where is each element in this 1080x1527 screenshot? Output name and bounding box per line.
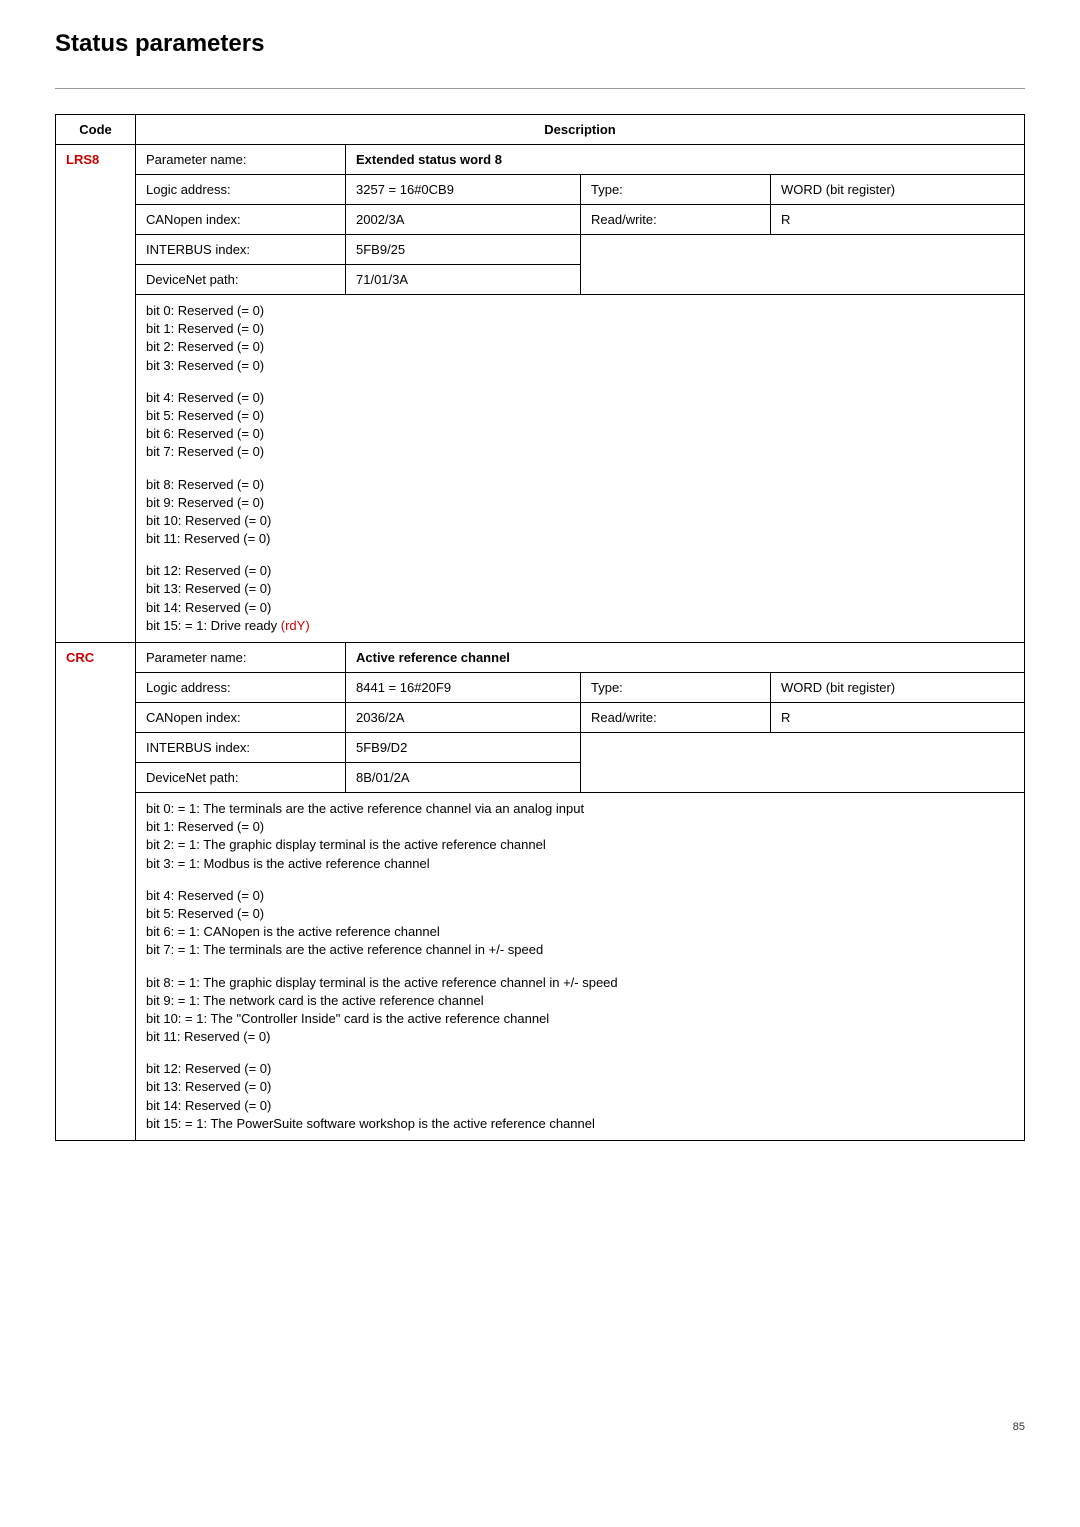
bit-line: bit 0: Reserved (= 0): [146, 302, 1014, 320]
bits-cell: bit 0: = 1: The terminals are the active…: [136, 793, 1025, 1141]
param-name-value: Extended status word 8: [346, 145, 1025, 175]
bit-line: bit 7: Reserved (= 0): [146, 443, 1014, 461]
bit-line: bit 1: Reserved (= 0): [146, 818, 1014, 836]
bit-line: bit 13: Reserved (= 0): [146, 1078, 1014, 1096]
bit-line: bit 14: Reserved (= 0): [146, 1097, 1014, 1115]
header-code: Code: [56, 115, 136, 145]
label-type: Type:: [581, 673, 771, 703]
bit-line: bit 12: Reserved (= 0): [146, 562, 1014, 580]
param-code: CRC: [56, 643, 136, 1141]
label-readwrite: Read/write:: [581, 703, 771, 733]
label-param-name: Parameter name:: [136, 643, 346, 673]
canopen-value: 2002/3A: [346, 205, 581, 235]
bit-line: bit 11: Reserved (= 0): [146, 1028, 1014, 1046]
canopen-value: 2036/2A: [346, 703, 581, 733]
bit-line: bit 6: = 1: CANopen is the active refere…: [146, 923, 1014, 941]
bit-line: bit 9: = 1: The network card is the acti…: [146, 992, 1014, 1010]
bit-line: bit 10: Reserved (= 0): [146, 512, 1014, 530]
bit-line: bit 5: Reserved (= 0): [146, 905, 1014, 923]
readwrite-value: R: [771, 205, 1025, 235]
parameters-table: Code Description LRS8Parameter name:Exte…: [55, 114, 1025, 1141]
label-devicenet: DeviceNet path:: [136, 763, 346, 793]
label-canopen: CANopen index:: [136, 703, 346, 733]
bit-line: bit 12: Reserved (= 0): [146, 1060, 1014, 1078]
bit-line: bit 14: Reserved (= 0): [146, 599, 1014, 617]
interbus-value: 5FB9/25: [346, 235, 581, 265]
bit-line: bit 0: = 1: The terminals are the active…: [146, 800, 1014, 818]
bit-line: bit 6: Reserved (= 0): [146, 425, 1014, 443]
logic-addr-value: 8441 = 16#20F9: [346, 673, 581, 703]
devicenet-value: 71/01/3A: [346, 265, 581, 295]
label-param-name: Parameter name:: [136, 145, 346, 175]
header-description: Description: [136, 115, 1025, 145]
bit-line: bit 7: = 1: The terminals are the active…: [146, 941, 1014, 959]
bit-line: bit 2: Reserved (= 0): [146, 338, 1014, 356]
label-interbus: INTERBUS index:: [136, 733, 346, 763]
bit-line: bit 10: = 1: The "Controller Inside" car…: [146, 1010, 1014, 1028]
bit-line: bit 3: = 1: Modbus is the active referen…: [146, 855, 1014, 873]
label-logic-addr: Logic address:: [136, 673, 346, 703]
bit-line: bit 15: = 1: The PowerSuite software wor…: [146, 1115, 1014, 1133]
param-name-value: Active reference channel: [346, 643, 1025, 673]
devicenet-value: 8B/01/2A: [346, 763, 581, 793]
label-logic-addr: Logic address:: [136, 175, 346, 205]
title-rule: [55, 88, 1025, 89]
bits-cell: bit 0: Reserved (= 0)bit 1: Reserved (= …: [136, 295, 1025, 643]
bit-line: bit 5: Reserved (= 0): [146, 407, 1014, 425]
interbus-value: 5FB9/D2: [346, 733, 581, 763]
page-title: Status parameters: [55, 30, 1025, 58]
page-number: 85: [55, 1421, 1025, 1433]
bit-line: bit 8: Reserved (= 0): [146, 476, 1014, 494]
empty-cell: [581, 733, 1025, 793]
empty-cell: [581, 235, 1025, 295]
readwrite-value: R: [771, 703, 1025, 733]
logic-addr-value: 3257 = 16#0CB9: [346, 175, 581, 205]
bit-line: bit 15: = 1: Drive ready (rdY): [146, 617, 1014, 635]
label-type: Type:: [581, 175, 771, 205]
bit-line: bit 8: = 1: The graphic display terminal…: [146, 974, 1014, 992]
label-devicenet: DeviceNet path:: [136, 265, 346, 295]
bit-line: bit 2: = 1: The graphic display terminal…: [146, 836, 1014, 854]
bit-line: bit 9: Reserved (= 0): [146, 494, 1014, 512]
label-readwrite: Read/write:: [581, 205, 771, 235]
type-value: WORD (bit register): [771, 673, 1025, 703]
type-value: WORD (bit register): [771, 175, 1025, 205]
label-canopen: CANopen index:: [136, 205, 346, 235]
label-interbus: INTERBUS index:: [136, 235, 346, 265]
bit-line: bit 1: Reserved (= 0): [146, 320, 1014, 338]
bit-line: bit 4: Reserved (= 0): [146, 887, 1014, 905]
bit-line: bit 4: Reserved (= 0): [146, 389, 1014, 407]
param-code: LRS8: [56, 145, 136, 643]
bit-line: bit 13: Reserved (= 0): [146, 580, 1014, 598]
bit-line: bit 11: Reserved (= 0): [146, 530, 1014, 548]
bit-line: bit 3: Reserved (= 0): [146, 357, 1014, 375]
